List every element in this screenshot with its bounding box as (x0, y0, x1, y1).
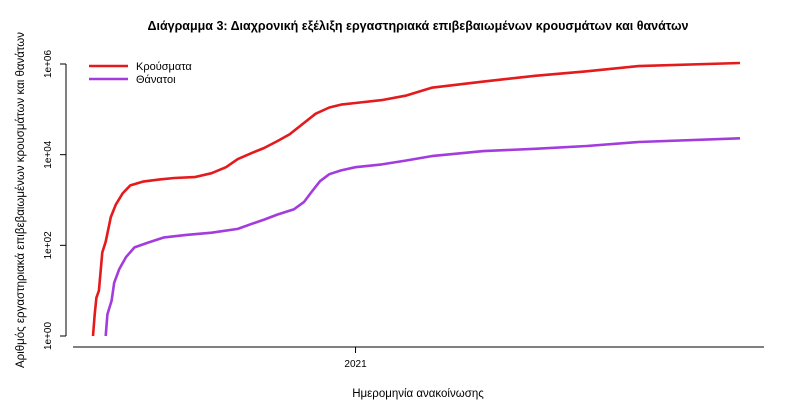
legend-label: Θάνατοι (136, 74, 176, 86)
x-axis: 2021 (73, 346, 764, 370)
x-tick-label: 2021 (344, 359, 367, 370)
y-tick-label: 1e+06 (43, 50, 54, 79)
y-tick-label: 1e+00 (43, 322, 54, 351)
y-tick-label: 1e+04 (43, 140, 54, 169)
x-axis-label: Ημερομηνία ανακοίνωσης (352, 388, 484, 400)
series-group (91, 61, 741, 337)
series-line-deaths (104, 137, 741, 337)
y-axis: 1e+00 1e+02 1e+04 1e+06 (43, 50, 67, 351)
y-tick-label: 1e+02 (43, 231, 54, 260)
legend-label: Κρούσματα (136, 61, 192, 73)
series-line-cases (91, 61, 741, 337)
y-axis-label: Αριθμός εργαστηριακά επιβεβαιωμένων κρου… (15, 32, 27, 368)
chart-title: Διάγραμμα 3: Διαχρονική εξέλιξη εργαστηρ… (147, 19, 688, 33)
